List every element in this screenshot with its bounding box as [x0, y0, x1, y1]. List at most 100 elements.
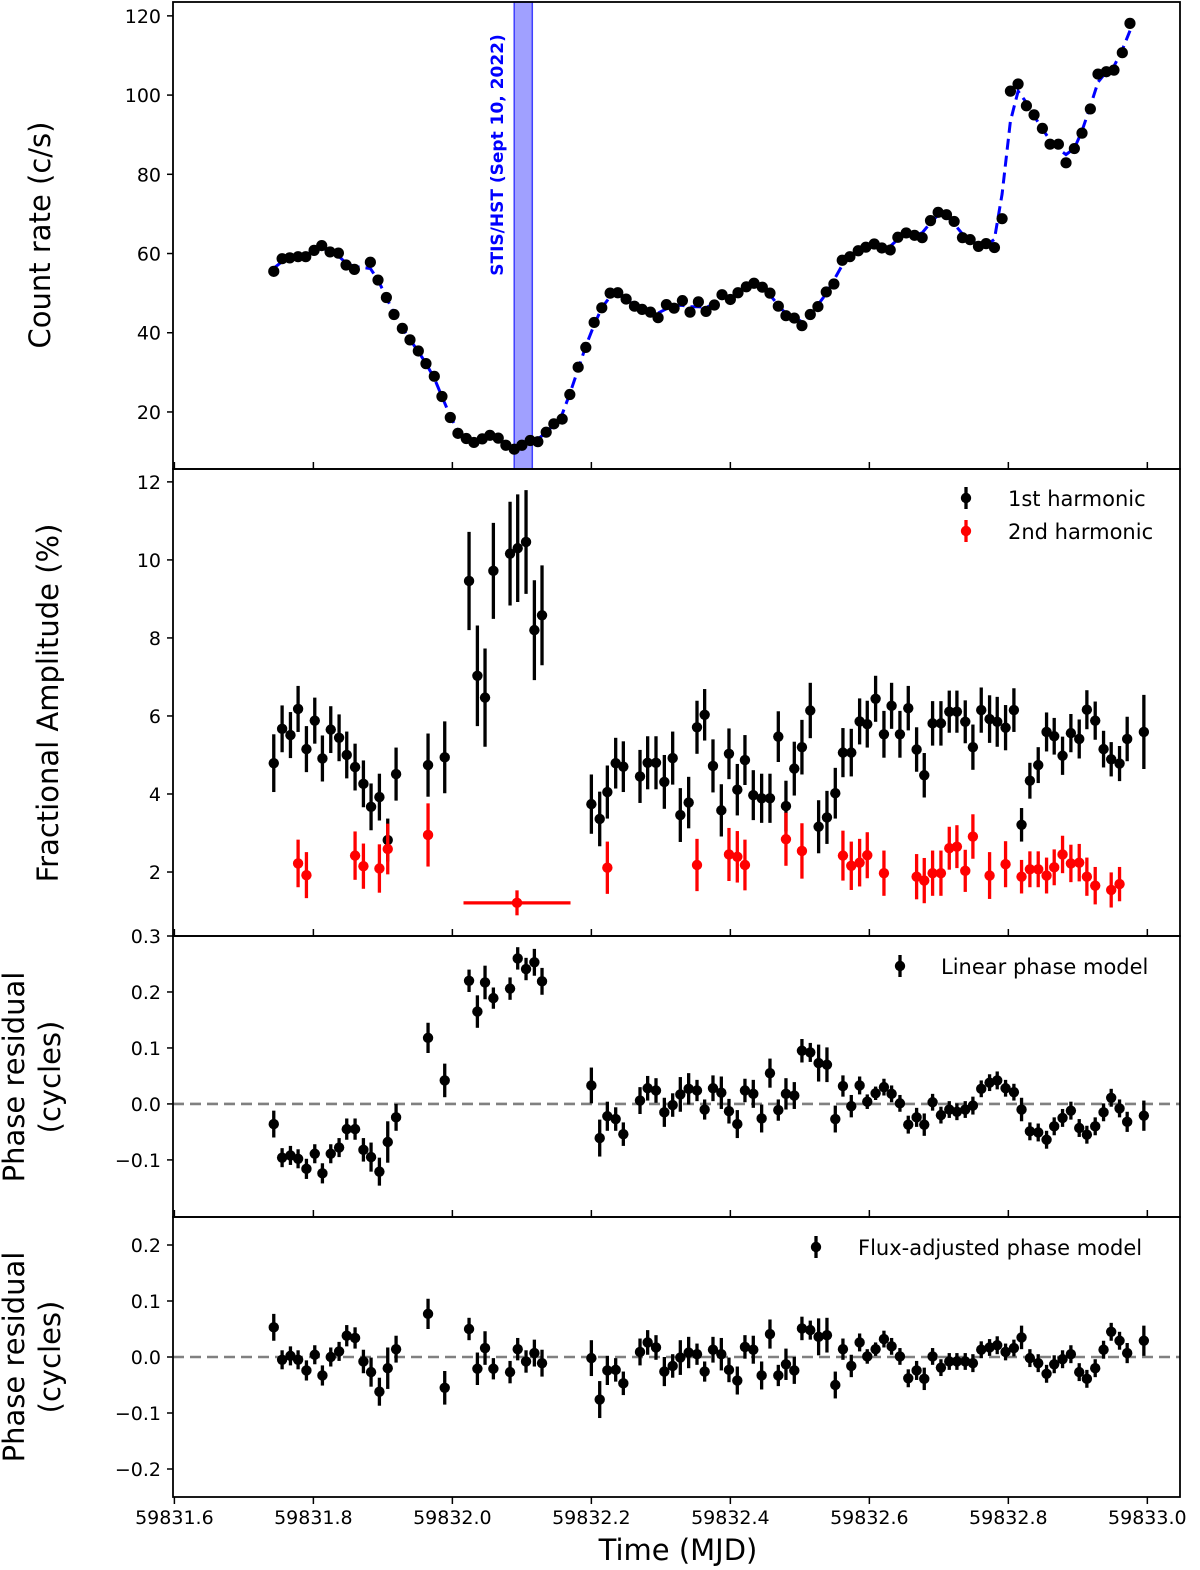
- model-curve-layer: [272, 30, 1132, 449]
- 1st-harmonic-point: [878, 729, 890, 740]
- xtick-label: 59832.6: [830, 1507, 909, 1529]
- 1st-harmonic-point: [365, 801, 377, 813]
- ytick-label: 80: [137, 164, 161, 186]
- linear-phase-model-point: [659, 1107, 670, 1118]
- linear-phase-model-point: [683, 1083, 694, 1095]
- 2nd-harmonic-point: [382, 843, 393, 855]
- linear-phase-model-point: [333, 1142, 345, 1153]
- flux-adjusted-phase-model-point: [358, 1356, 369, 1367]
- 1st-harmonic-point: [951, 706, 963, 717]
- xtick-label: 59831.6: [135, 1507, 214, 1529]
- legend-flux-adjusted-phase: Flux-adjusted phase model: [810, 1236, 1142, 1260]
- count-rate-point: [700, 305, 712, 317]
- flux-adjusted-phase-model-point: [659, 1366, 670, 1377]
- linear-phase-model-point: [667, 1099, 678, 1111]
- 1st-harmonic-point: [756, 793, 767, 804]
- xtick-label: 59832.0: [413, 1507, 492, 1529]
- flux-adjusted-phase-model-point: [479, 1342, 491, 1354]
- 1st-harmonic-point: [268, 757, 279, 769]
- 1st-harmonic-point: [903, 702, 914, 714]
- linear-phase-model-point: [1041, 1134, 1052, 1145]
- linear-phase-model-point: [276, 1152, 288, 1163]
- flux-adjusted-phase-model-point: [504, 1366, 516, 1378]
- linear-phase-model-point: [602, 1111, 613, 1122]
- 2nd-harmonic-point: [967, 831, 979, 842]
- axes: 20 40 60 80 100 120 2 4 6 8 10 12 −0.1 0.0 0.1 0.2 0.3 −0…: [115, 1, 1187, 1529]
- flux-adjusted-phase-model-point: [830, 1379, 841, 1391]
- flux-adjusted-phase-model-point: [594, 1394, 605, 1405]
- legend-marker-1st-harmonic: [960, 492, 972, 504]
- linear-phase-model-point: [390, 1112, 402, 1123]
- 2nd-harmonic-point: [511, 897, 523, 909]
- 2nd-harmonic-point: [951, 841, 963, 852]
- 2nd-harmonic-point: [739, 859, 751, 871]
- count-rate-point: [1036, 122, 1048, 134]
- linear-phase-model-point: [1033, 1127, 1044, 1138]
- linear-phase-model-point: [992, 1075, 1003, 1086]
- count-rate-point: [444, 411, 456, 424]
- flux-adjusted-phase-model-point: [739, 1341, 751, 1353]
- 1st-harmonic-point: [976, 704, 987, 716]
- flux-adjusted-phase-model-point: [301, 1365, 312, 1376]
- 1st-harmonic-point: [390, 768, 402, 780]
- 2nd-harmonic-point: [1033, 864, 1044, 875]
- linear-phase-model-point: [365, 1151, 377, 1163]
- linear-phase-model-point: [1057, 1112, 1068, 1124]
- flux-adjusted-phase-model-point: [846, 1360, 857, 1372]
- 1st-harmonic-point: [813, 821, 824, 832]
- 2nd-harmonic-point: [837, 850, 849, 861]
- linear-phase-model-point: [512, 953, 523, 964]
- linear-phase-model-point: [1049, 1121, 1060, 1132]
- count-rate-point: [820, 286, 832, 298]
- ylabel-fractional-amplitude: Fractional Amplitude (%): [31, 524, 65, 883]
- reference-lines: [173, 1102, 1180, 1359]
- linear-phase-model-point: [1114, 1103, 1125, 1114]
- panel-2-marks: [268, 947, 1150, 1186]
- count-rate-point: [1116, 47, 1128, 59]
- count-rate-point: [596, 302, 608, 314]
- linear-phase-model-point: [1098, 1107, 1109, 1118]
- count-rate-point: [436, 390, 448, 403]
- ytick-label: 0.2: [131, 1235, 161, 1257]
- 1st-harmonic-point: [944, 706, 955, 717]
- 1st-harmonic-point: [764, 793, 776, 804]
- 1st-harmonic-point: [821, 812, 833, 823]
- model-dashed-curve: [272, 30, 1132, 449]
- count-rate-point: [796, 320, 808, 332]
- linear-phase-model-point: [764, 1067, 776, 1079]
- ytick-label: −0.1: [115, 1150, 161, 1172]
- flux-adjusted-phase-model-point: [520, 1356, 532, 1367]
- count-rate-point: [612, 287, 624, 299]
- 1st-harmonic-point: [504, 548, 516, 559]
- flux-adjusted-phase-model-point: [691, 1349, 703, 1360]
- linear-phase-model-point: [1074, 1122, 1085, 1134]
- flux-adjusted-phase-model-point: [325, 1351, 336, 1363]
- ytick-label: 8: [149, 628, 161, 650]
- 1st-harmonic-point: [862, 718, 873, 730]
- 1st-harmonic-point: [707, 760, 719, 772]
- count-rate-point: [980, 238, 992, 250]
- flux-adjusted-phase-model-point: [764, 1328, 776, 1340]
- 1st-harmonic-point: [618, 761, 629, 772]
- count-rate-point: [732, 287, 744, 299]
- count-rate-point: [412, 345, 424, 357]
- count-rate-point: [844, 251, 856, 263]
- flux-adjusted-phase-model-point: [805, 1324, 816, 1336]
- flux-adjusted-phase-model-point: [944, 1356, 955, 1367]
- linear-phase-model-point: [1138, 1110, 1150, 1121]
- count-rate-point: [380, 291, 392, 304]
- 2nd-harmonic-point: [780, 834, 792, 845]
- count-rate-point: [1020, 100, 1033, 112]
- 2nd-harmonic-point: [723, 849, 735, 860]
- ytick-label: 0.2: [131, 982, 161, 1004]
- count-rate-point: [764, 287, 776, 299]
- linear-phase-model-point: [650, 1085, 662, 1096]
- count-rate-point: [1124, 17, 1136, 29]
- 1st-harmonic-point: [594, 813, 605, 825]
- 1st-harmonic-point: [780, 800, 792, 812]
- flux-adjusted-phase-model-point: [512, 1343, 523, 1355]
- ytick-label: 60: [137, 244, 161, 266]
- flux-adjusted-phase-model-point: [642, 1337, 653, 1348]
- 1st-harmonic-point: [333, 732, 345, 744]
- flux-adjusted-phase-model-point: [349, 1332, 361, 1344]
